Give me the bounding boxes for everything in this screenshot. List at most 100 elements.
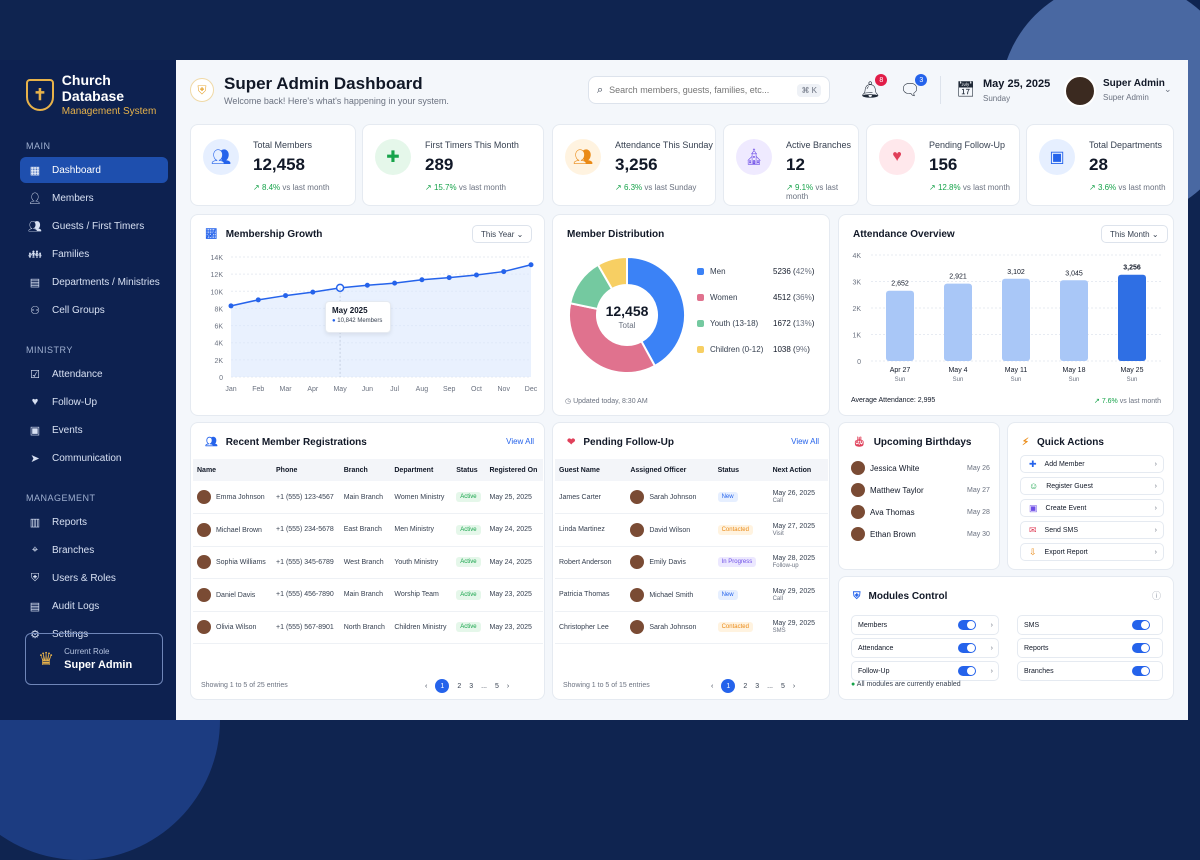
x-tick-sublabel: Sun — [1069, 377, 1080, 383]
prev-page-icon[interactable]: ‹ — [711, 682, 714, 690]
stat-card[interactable]: ✚ First Timers This Month 289 ↗ 15.7% vs la… — [362, 124, 544, 206]
module-toggle[interactable] — [958, 620, 976, 630]
sidebar-item-events[interactable]: ▣ Events — [20, 417, 168, 443]
sidebar-item-cell-groups[interactable]: ⚇ Cell Groups — [20, 297, 168, 323]
quick-action-export-report[interactable]: ⇩ Export Report › — [1020, 543, 1164, 561]
attendance-bar[interactable] — [944, 283, 972, 361]
table-row[interactable]: Linda Martinez David Wilson Contacted May 2… — [555, 513, 828, 547]
page-button[interactable]: ... — [767, 682, 773, 690]
table-row[interactable]: Sophia Williams +1 (555) 345-6789 West Bra… — [193, 546, 543, 579]
growth-point[interactable] — [473, 272, 479, 278]
chevron-down-icon[interactable]: ⌄ — [1164, 84, 1172, 94]
page-button[interactable]: 5 — [495, 682, 499, 690]
user-avatar[interactable] — [1064, 75, 1096, 107]
info-icon[interactable]: ⓘ — [1151, 591, 1161, 601]
birthday-item[interactable]: Ethan Brown May 30 — [851, 527, 991, 541]
next-page-icon[interactable]: › — [506, 682, 510, 690]
global-search[interactable]: ⌕ ⌘ K — [588, 76, 830, 104]
chevron-right-icon[interactable]: › — [990, 621, 993, 629]
sidebar-item-branches[interactable]: ⌖ Branches — [20, 537, 168, 563]
sidebar-item-departments-ministries[interactable]: ▤ Departments / Ministries — [20, 269, 168, 295]
attendance-bar[interactable] — [1118, 274, 1146, 361]
stat-card[interactable]: 👥︎ Attendance This Sunday 3,256 ↗ 6.3% vs l… — [552, 124, 716, 206]
growth-point[interactable] — [419, 277, 425, 283]
sidebar-item-reports[interactable]: ▥ Reports — [20, 509, 168, 535]
registrations-view-all-link[interactable]: View All — [506, 437, 534, 446]
page-button[interactable]: 1 — [435, 679, 450, 693]
notifications-button[interactable]: 🔔︎ 8 — [860, 74, 888, 100]
prev-page-icon[interactable]: ‹ — [425, 682, 428, 690]
sidebar-item-settings[interactable]: ⚙ Settings — [20, 621, 168, 647]
stat-card[interactable]: ▣ Total Departments 28 ↗ 3.6% vs last month — [1026, 124, 1174, 206]
page-button[interactable]: 3 — [469, 682, 474, 690]
birthday-item[interactable]: Jessica White May 26 — [851, 461, 991, 475]
search-input[interactable] — [609, 85, 792, 95]
table-row[interactable]: Robert Anderson Emily Davis In Progress May… — [555, 546, 828, 579]
chevron-right-icon[interactable]: › — [990, 667, 993, 675]
sidebar-item-label: Families — [52, 248, 90, 260]
sidebar-item-audit-logs[interactable]: ▤ Audit Logs — [20, 593, 168, 619]
birthday-item[interactable]: Ava Thomas May 28 — [851, 505, 991, 519]
chevron-right-icon[interactable]: › — [990, 644, 993, 652]
module-toggle[interactable] — [1132, 643, 1150, 653]
attendance-bar[interactable] — [886, 290, 914, 361]
table-row[interactable]: Patricia Thomas Michael Smith New May 29, 2… — [555, 578, 828, 612]
growth-point[interactable] — [310, 289, 316, 295]
growth-point[interactable] — [528, 262, 534, 268]
page-button[interactable]: 3 — [755, 682, 760, 690]
attendance-bar[interactable] — [1002, 278, 1030, 361]
table-row[interactable]: Michael Brown +1 (555) 234-5678 East Branc… — [193, 513, 543, 547]
page-button[interactable]: ... — [481, 682, 487, 690]
table-row[interactable]: Daniel Davis +1 (555) 456-7890 Main Branch… — [193, 578, 543, 612]
sidebar-item-communication[interactable]: ➤ Communication — [20, 445, 168, 471]
module-label: Branches — [1024, 667, 1054, 675]
module-toggle[interactable] — [958, 643, 976, 653]
sidebar-item-families[interactable]: 👪︎ Families — [20, 241, 168, 267]
pie-slice-women[interactable] — [568, 302, 657, 374]
module-toggle[interactable] — [1132, 666, 1150, 676]
sidebar-item-members[interactable]: 👤︎ Members — [20, 185, 168, 211]
page-button[interactable]: 2 — [457, 682, 462, 690]
growth-point[interactable] — [283, 293, 289, 299]
followup-view-all-link[interactable]: View All — [791, 437, 819, 446]
page-button[interactable]: 1 — [721, 679, 736, 693]
sidebar-item-users-roles[interactable]: ⛨ Users & Roles — [20, 565, 168, 591]
current-role-card[interactable]: ♛ Current Role Super Admin — [25, 633, 163, 685]
quick-action-add-member[interactable]: ✚ Add Member › — [1020, 455, 1164, 473]
table-row[interactable]: Christopher Lee Sarah Johnson Contacted May… — [555, 611, 828, 644]
user-name[interactable]: Super Admin — [1103, 78, 1165, 89]
sidebar-item-follow-up[interactable]: ♥ Follow-Up — [20, 389, 168, 415]
stat-card[interactable]: 👥︎ Total Members 12,458 ↗ 8.4% vs last mont… — [190, 124, 356, 206]
growth-period-select[interactable]: This Year ⌄ — [472, 225, 533, 243]
messages-button[interactable]: 🗨︎ 3 — [900, 74, 928, 100]
growth-point[interactable] — [446, 275, 452, 281]
quick-action-send-sms[interactable]: ✉ Send SMS › — [1020, 521, 1164, 539]
growth-point[interactable] — [255, 297, 261, 303]
pie-slice-men[interactable] — [626, 255, 686, 368]
growth-point[interactable] — [501, 269, 507, 275]
sidebar-item-dashboard[interactable]: ▦ Dashboard — [20, 157, 168, 183]
table-row[interactable]: James Carter Sarah Johnson New May 26, 2025… — [555, 481, 828, 514]
attendance-period-select[interactable]: This Month ⌄ — [1101, 225, 1168, 243]
growth-point[interactable] — [228, 303, 234, 309]
attendance-bar[interactable] — [1060, 280, 1088, 361]
quick-action-register-guest[interactable]: ☺ Register Guest › — [1020, 477, 1164, 495]
pie-slice-children[interactable] — [596, 255, 628, 291]
quick-action-create-event[interactable]: ▣ Create Event › — [1020, 499, 1164, 517]
stat-change-value: 12.8% — [937, 183, 961, 192]
sidebar-item-guests-first-timers[interactable]: 👥︎ Guests / First Timers — [20, 213, 168, 239]
next-page-icon[interactable]: › — [792, 682, 796, 690]
sidebar-item-attendance[interactable]: ☑ Attendance — [20, 361, 168, 387]
growth-point[interactable] — [392, 280, 398, 286]
stat-card[interactable]: ⛪︎ Active Branches 12 ↗ 9.1% vs last month — [723, 124, 859, 206]
birthday-item[interactable]: Matthew Taylor May 27 — [851, 483, 991, 497]
growth-point[interactable] — [364, 282, 370, 288]
module-toggle[interactable] — [1132, 620, 1150, 630]
module-toggle[interactable] — [958, 666, 976, 676]
stat-card[interactable]: ♥ Pending Follow-Up 156 ↗ 12.8% vs last mon… — [866, 124, 1020, 206]
table-row[interactable]: Olivia Wilson +1 (555) 567-8901 North Bran… — [193, 611, 543, 644]
guests-icon: 👥︎ — [28, 220, 42, 233]
table-row[interactable]: Emma Johnson +1 (555) 123-4567 Main Branch… — [193, 481, 543, 514]
page-button[interactable]: 2 — [743, 682, 748, 690]
page-button[interactable]: 5 — [781, 682, 785, 690]
